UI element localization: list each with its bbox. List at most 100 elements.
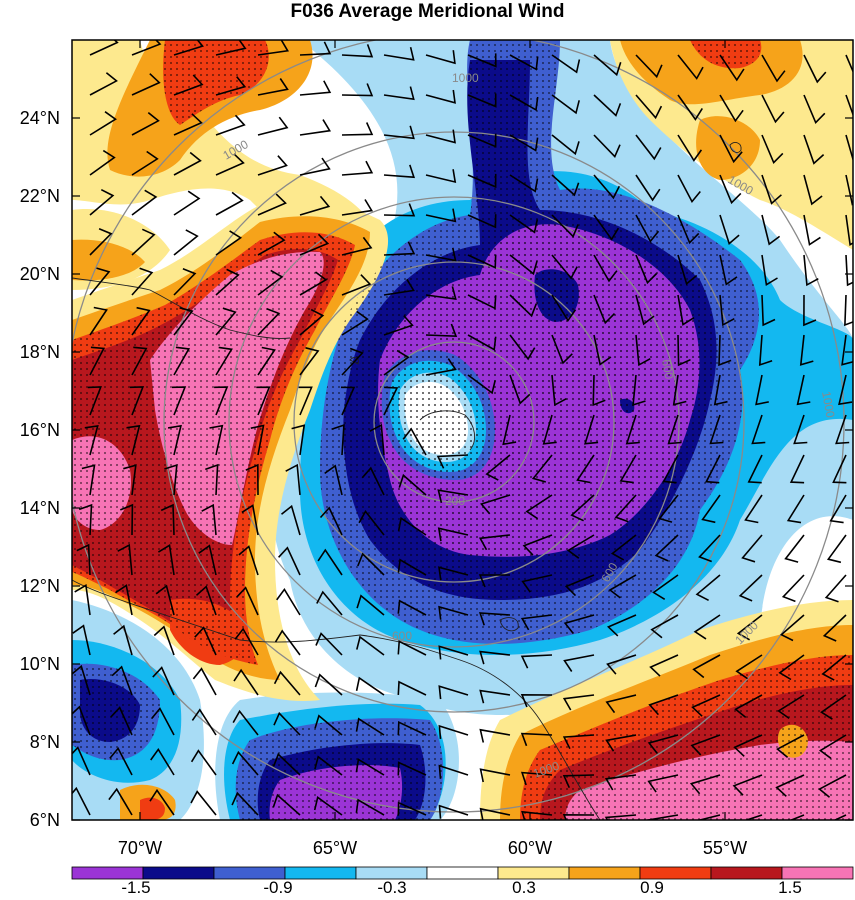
wind-barb bbox=[84, 425, 99, 456]
wind-barb bbox=[319, 506, 343, 536]
wind-barb bbox=[747, 454, 763, 484]
wind-barb bbox=[257, 231, 286, 256]
colorbar bbox=[71, 866, 854, 880]
wind-barb bbox=[316, 590, 343, 616]
wind-barb bbox=[383, 86, 415, 101]
wind-barb bbox=[593, 134, 621, 159]
wind-barb bbox=[192, 667, 217, 696]
wind-barb bbox=[467, 334, 497, 351]
wind-barb bbox=[520, 732, 553, 747]
wind-barb bbox=[257, 155, 288, 176]
wind-barb bbox=[149, 788, 175, 816]
wind-barb bbox=[425, 286, 457, 300]
wind-barb bbox=[89, 111, 117, 136]
wind-barb bbox=[119, 503, 134, 536]
wind-barb bbox=[331, 423, 345, 456]
wind-barb bbox=[299, 233, 330, 256]
wind-barb bbox=[604, 814, 637, 820]
wind-barb bbox=[758, 334, 773, 367]
wind-barb bbox=[425, 50, 456, 65]
wind-barb bbox=[761, 214, 781, 246]
wind-barb bbox=[356, 594, 385, 616]
wind-barb bbox=[314, 673, 343, 696]
wind-barb bbox=[87, 386, 102, 416]
wind-barb bbox=[829, 494, 847, 524]
wind-barb bbox=[652, 574, 679, 600]
wind-barb bbox=[150, 707, 175, 736]
wind-barb bbox=[509, 174, 539, 193]
lat-axis: 6°N 8°N 10°N 12°N 14°N 16°N 18°N 20°N 22… bbox=[20, 108, 60, 830]
wind-barb bbox=[509, 94, 539, 112]
wind-barb bbox=[131, 150, 159, 176]
wind-barb bbox=[111, 665, 133, 696]
wind-barb bbox=[215, 191, 244, 216]
wind-barb bbox=[164, 463, 178, 496]
wind-barb bbox=[619, 454, 637, 484]
wind-barb bbox=[215, 307, 237, 336]
wind-barb bbox=[299, 119, 332, 136]
wind-barb bbox=[74, 584, 91, 616]
wind-barb bbox=[509, 374, 531, 405]
wind-barb bbox=[818, 734, 847, 759]
wind-barb bbox=[250, 424, 265, 456]
wind-barb bbox=[551, 94, 580, 115]
wind-barb bbox=[583, 414, 599, 445]
wind-barb bbox=[562, 813, 595, 820]
wind-barb bbox=[779, 614, 805, 642]
wind-barb bbox=[605, 694, 637, 714]
wind-barb bbox=[570, 494, 595, 522]
wind-barb bbox=[299, 41, 332, 56]
wind-barb bbox=[525, 494, 553, 520]
wind-barb bbox=[160, 503, 175, 536]
wind-barb bbox=[173, 190, 201, 216]
contour-label: 600 bbox=[392, 629, 412, 643]
wind-barb bbox=[232, 709, 259, 736]
wind-barb bbox=[562, 694, 595, 711]
wind-barb bbox=[215, 76, 247, 96]
wind-barb bbox=[832, 454, 847, 484]
wind-barb bbox=[677, 134, 703, 162]
wind-barb bbox=[563, 654, 595, 672]
wind-barb bbox=[173, 151, 202, 176]
wind-barb bbox=[89, 149, 116, 176]
wind-barb bbox=[677, 334, 691, 367]
wind-barb bbox=[531, 454, 553, 483]
wind-barb bbox=[341, 199, 374, 216]
wind-barb bbox=[341, 236, 373, 256]
wind-barb bbox=[257, 116, 289, 136]
wind-barb bbox=[436, 454, 469, 469]
wind-barb bbox=[157, 543, 175, 576]
wind-barb bbox=[709, 414, 724, 445]
wind-barb bbox=[190, 749, 217, 776]
wind-barb bbox=[276, 587, 301, 616]
contour-label: 600 bbox=[659, 358, 676, 380]
wind-barb bbox=[789, 814, 805, 820]
wind-barb bbox=[167, 424, 182, 456]
wind-barb bbox=[735, 654, 763, 680]
wind-barb bbox=[635, 254, 658, 285]
wind-barb bbox=[383, 47, 415, 61]
shaded-field bbox=[72, 40, 853, 820]
wind-barb bbox=[383, 315, 414, 336]
wind-barb bbox=[285, 463, 301, 496]
wind-barb bbox=[734, 694, 763, 719]
wind-barb bbox=[593, 294, 616, 325]
wind-barb bbox=[72, 705, 91, 736]
wind-barb bbox=[425, 89, 456, 104]
wind-barb bbox=[803, 134, 825, 165]
wind-barb bbox=[438, 724, 469, 739]
wind-barb bbox=[425, 129, 456, 144]
wind-barb bbox=[479, 689, 511, 704]
wind-barb bbox=[693, 614, 721, 640]
wind-barb bbox=[299, 271, 328, 296]
wind-barb bbox=[658, 494, 679, 523]
wind-barb bbox=[777, 694, 805, 720]
wind-barb bbox=[437, 489, 469, 503]
wind-barb bbox=[509, 334, 536, 361]
wind-barb bbox=[592, 374, 606, 407]
wind-barb bbox=[502, 414, 517, 446]
wind-barb bbox=[690, 734, 721, 756]
contour-labels: 200 600 600 600 1000 1000 1000 1000 1000… bbox=[221, 71, 838, 781]
wind-barb bbox=[152, 666, 175, 696]
wind-barb bbox=[608, 574, 637, 599]
